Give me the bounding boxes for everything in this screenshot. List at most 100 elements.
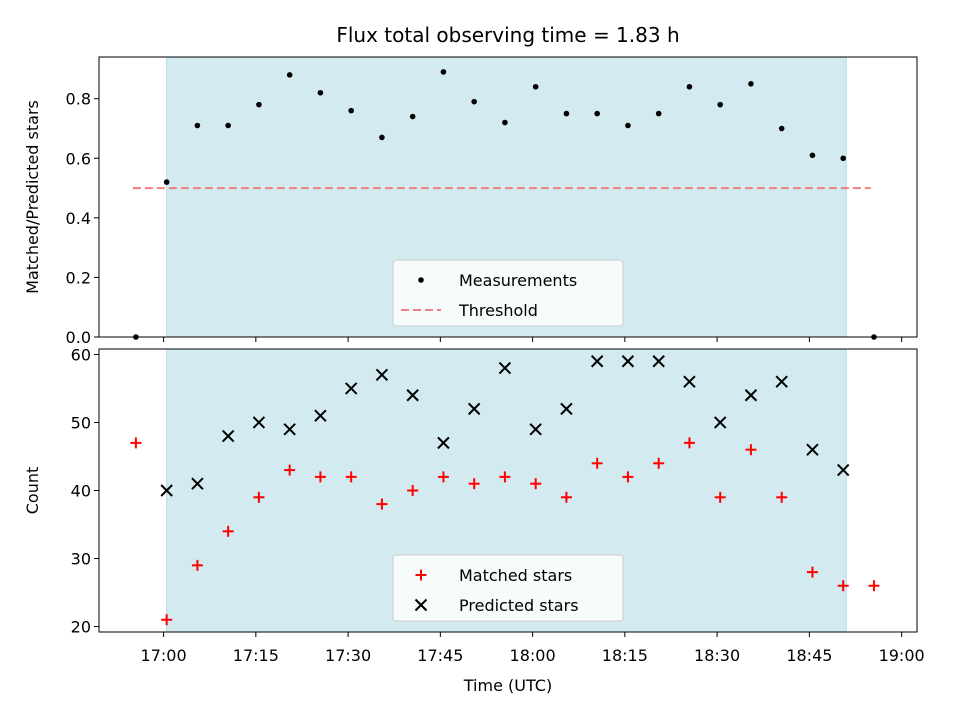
predicted-stars-point-10 xyxy=(467,402,481,416)
legend-threshold-label: Threshold xyxy=(458,301,538,320)
count-panel: 20 30 40 50 60 17:00 17:15 17:30 17:45 18:00 18:1… xyxy=(23,345,925,665)
matched-stars-point-24 xyxy=(868,580,880,592)
matched-stars-point-4 xyxy=(253,491,265,503)
measurements-point-4 xyxy=(256,101,262,108)
predicted-stars-point-16-b xyxy=(652,355,665,368)
legend-box-1 xyxy=(392,554,624,622)
matched-stars-point-3 xyxy=(222,525,234,537)
legend-box-0 xyxy=(392,259,624,327)
count-legend: Matched stars Predicted stars xyxy=(392,554,624,622)
ratio-legend: Measurements Threshold xyxy=(392,259,624,327)
ratio-y-axis-label: Matched/Predicted stars xyxy=(23,100,42,294)
measurements-point-8 xyxy=(379,134,385,141)
measurements-point-3 xyxy=(225,122,231,129)
x-tick-label-7: 18:45 xyxy=(786,646,832,665)
predicted-stars-point-17-b xyxy=(683,375,696,388)
measurements-point-12 xyxy=(502,119,508,126)
predicted-stars-point-14-b xyxy=(590,355,604,368)
y-tick-label-1-3: 50 xyxy=(71,413,91,432)
measurements-point-22 xyxy=(809,152,816,159)
y-tick-label-1-4: 60 xyxy=(71,345,91,364)
matched-stars-point-7 xyxy=(345,471,357,483)
measurements-point-1 xyxy=(163,179,170,185)
predicted-stars-point-6-b xyxy=(344,382,358,395)
measurements-point-11 xyxy=(471,98,477,105)
predicted-stars-point-13-b xyxy=(560,402,573,416)
predicted-stars-point-15 xyxy=(621,355,635,368)
predicted-stars-point-21 xyxy=(806,443,819,456)
matched-stars-point-11 xyxy=(468,478,480,490)
legend-predicted-stars-swatch xyxy=(414,598,428,612)
x-tick-label-5: 18:15 xyxy=(602,646,648,665)
measurements-point-5 xyxy=(286,72,293,78)
matched-stars-point-10 xyxy=(437,471,449,483)
legend-predicted-stars-swatch-b xyxy=(414,598,428,612)
ratio-panel-frame xyxy=(98,56,918,338)
measurements-point-9 xyxy=(409,113,416,120)
ratio-panel: 0.00.20.40.60.8 Matched/Predicted stars … xyxy=(23,56,918,347)
predicted-stars-point-5 xyxy=(314,409,327,422)
predicted-stars-point-13 xyxy=(560,402,573,416)
predicted-stars-point-18-b xyxy=(713,416,727,429)
predicted-stars-point-22 xyxy=(836,463,850,477)
matched-stars-point-16 xyxy=(622,471,634,483)
predicted-stars-point-7-b xyxy=(375,368,389,382)
matched-stars-point-9 xyxy=(407,485,419,496)
predicted-stars-point-4 xyxy=(283,423,296,436)
predicted-stars-point-2 xyxy=(221,429,235,443)
predicted-stars-point-12 xyxy=(529,423,542,436)
y-tick-label-1-2: 40 xyxy=(71,482,91,501)
predicted-stars-point-8-b xyxy=(406,389,419,402)
x-axis-label: Time (UTC) xyxy=(463,676,552,695)
measurements-point-20 xyxy=(748,81,754,87)
predicted-stars-point-16 xyxy=(652,355,665,368)
predicted-stars-point-8 xyxy=(406,389,419,402)
predicted-stars-point-20 xyxy=(775,375,788,388)
matched-stars-point-1 xyxy=(161,614,173,626)
matched-stars-point-12 xyxy=(499,471,511,483)
predicted-stars-point-4-b xyxy=(283,423,296,436)
measurements-point-7 xyxy=(348,107,354,114)
measurements-point-16 xyxy=(625,122,631,129)
x-tick-label-1: 17:15 xyxy=(233,646,279,665)
chart-title: Flux total observing time = 1.83 h xyxy=(336,23,679,47)
count-y-axis-label: Count xyxy=(23,467,42,515)
legend-matched-stars-label: Matched stars xyxy=(459,566,572,585)
y-tick-label-1-1: 30 xyxy=(71,550,91,569)
predicted-stars-point-22-b xyxy=(836,463,850,477)
predicted-stars-point-7 xyxy=(375,368,389,382)
predicted-stars-point-19-b xyxy=(744,389,758,402)
predicted-stars-point-11 xyxy=(498,361,512,375)
measurements-point-23 xyxy=(840,155,846,162)
predicted-stars-point-3-b xyxy=(252,416,266,429)
legend-measurements-label: Measurements xyxy=(459,271,577,290)
matched-stars-point-2 xyxy=(191,559,203,571)
x-tick-label-0: 17:00 xyxy=(141,646,187,665)
predicted-stars-point-3 xyxy=(252,416,266,429)
measurements-point-2 xyxy=(194,122,201,129)
measurements-point-18 xyxy=(686,83,693,90)
y-tick-label-0-4: 0.8 xyxy=(66,90,91,109)
measurements-point-10 xyxy=(440,69,447,75)
matched-stars-point-8 xyxy=(376,498,388,510)
x-tick-label-6: 18:30 xyxy=(694,646,740,665)
legend-measurements-swatch xyxy=(418,277,424,283)
measurements-point-15 xyxy=(594,110,600,117)
predicted-stars-point-18 xyxy=(713,416,727,429)
y-tick-label-0-3: 0.6 xyxy=(66,149,91,168)
matched-stars-point-22 xyxy=(806,566,818,578)
matched-stars-point-14 xyxy=(560,491,572,503)
y-tick-label-0-1: 0.2 xyxy=(66,268,91,287)
predicted-stars-point-1 xyxy=(191,477,204,490)
predicted-stars-point-15-b xyxy=(621,355,635,368)
matched-stars-point-0 xyxy=(130,437,142,449)
x-tick-label-4: 18:00 xyxy=(510,646,556,665)
y-tick-label-0-0: 0.0 xyxy=(66,328,91,347)
predicted-stars-point-2-b xyxy=(221,429,235,443)
predicted-stars-point-12-b xyxy=(529,423,542,436)
predicted-stars-point-21-b xyxy=(806,443,819,456)
predicted-stars-point-1-b xyxy=(191,477,204,490)
predicted-stars-point-14 xyxy=(590,355,604,368)
measurements-point-6 xyxy=(317,89,324,96)
